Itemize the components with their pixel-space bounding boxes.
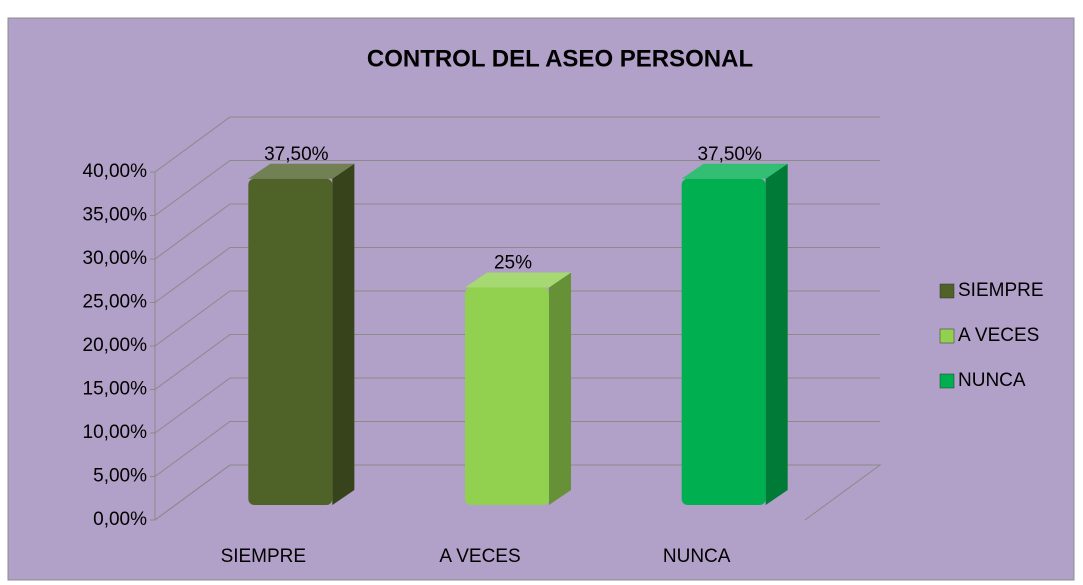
- bar-top: [465, 272, 571, 288]
- chart-title: CONTROL DEL ASEO PERSONAL: [367, 45, 753, 72]
- bar-side: [549, 272, 571, 505]
- legend-swatch: [939, 283, 955, 299]
- bar-top-shade: [681, 163, 788, 179]
- y-tick-label: 10,00%: [83, 422, 148, 443]
- x-tick-label: NUNCA: [663, 546, 731, 567]
- y-tick-label: 40,00%: [83, 161, 148, 182]
- bar-top-shade: [248, 163, 355, 179]
- y-tick-label: 30,00%: [83, 248, 148, 269]
- x-tick-label: A VECES: [439, 546, 520, 567]
- legend-label: SIEMPRE: [958, 280, 1044, 301]
- y-tick-label: 15,00%: [83, 379, 148, 400]
- bar-side: [332, 163, 355, 505]
- legend-swatch: [939, 328, 955, 344]
- grid-line: [154, 464, 880, 521]
- grid-line: [154, 160, 880, 216]
- bar-top-shade: [465, 272, 571, 288]
- grid-line: [154, 290, 880, 347]
- legend-swatch: [939, 373, 955, 389]
- legend-label: A VECES: [958, 325, 1039, 346]
- bar: [248, 178, 333, 505]
- bar-side: [765, 163, 788, 505]
- grid-line: [154, 334, 880, 390]
- grid-line: [154, 247, 880, 303]
- y-tick-label: 0,00%: [93, 509, 147, 530]
- y-tick-label: 35,00%: [83, 205, 148, 226]
- bar-side-shade: [765, 163, 788, 505]
- value-label: 37,50%: [697, 144, 762, 165]
- y-tick-label: 25,00%: [83, 292, 148, 313]
- y-tick-label: 20,00%: [83, 335, 148, 356]
- bar-top: [681, 163, 788, 179]
- bar-top: [248, 163, 355, 179]
- grid-line: [154, 116, 880, 173]
- y-tick-label: 5,00%: [93, 466, 147, 487]
- bar-side-shade: [332, 163, 355, 505]
- x-tick-label: SIEMPRE: [221, 546, 307, 567]
- legend-label: NUNCA: [958, 370, 1026, 391]
- bar-side-shade: [549, 272, 571, 505]
- grid-line: [154, 203, 880, 260]
- value-label: 25%: [494, 253, 532, 274]
- bar: [465, 287, 549, 505]
- grid-line: [154, 421, 880, 477]
- bar: [681, 178, 766, 505]
- grid-line: [154, 377, 880, 434]
- value-label: 37,50%: [264, 144, 329, 165]
